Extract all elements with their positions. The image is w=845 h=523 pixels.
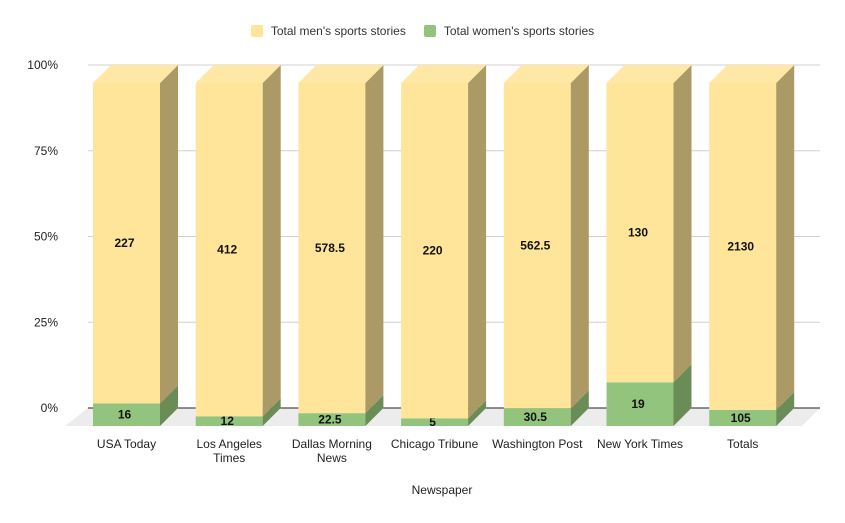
bar-top (298, 65, 384, 83)
bar-segment (503, 83, 571, 409)
bar-side (365, 395, 384, 426)
x-category-label: Dallas Morning (292, 437, 372, 451)
bar-side (673, 364, 692, 426)
bar-segment (93, 83, 160, 404)
bar-top (195, 65, 281, 83)
y-tick-label: 25% (34, 315, 58, 329)
legend-label: Total women's sports stories (443, 24, 595, 38)
bar-side (673, 65, 692, 383)
data-label: 12 (221, 414, 235, 428)
chart-legend: Total men's sports stories Total women's … (0, 24, 845, 38)
legend-item: Total women's sports stories (423, 24, 595, 38)
bar-top (606, 65, 692, 83)
data-label: 2130 (727, 239, 754, 253)
bar-side (160, 65, 178, 404)
legend-swatch (250, 25, 263, 37)
bar-segment (401, 418, 469, 426)
data-label: 30.5 (524, 410, 548, 424)
data-label: 130 (628, 226, 648, 240)
bar-side (468, 400, 487, 426)
data-label: 562.5 (520, 239, 550, 253)
bar-side (262, 398, 281, 426)
bar-side (365, 65, 384, 414)
bar-top (401, 65, 487, 83)
data-label: 105 (731, 411, 751, 425)
x-category-label: Chicago Tribune (391, 437, 479, 451)
data-label: 412 (217, 243, 237, 257)
bar-top (503, 65, 589, 83)
legend-label: Total men's sports stories (270, 24, 406, 38)
x-category-label: News (317, 451, 347, 465)
bar-segment (195, 416, 263, 426)
bar-segment (93, 403, 160, 426)
bar-segment (606, 83, 674, 383)
y-tick-label: 75% (34, 144, 58, 158)
bar-side (468, 65, 487, 419)
bar-segment (709, 409, 777, 426)
data-label: 22.5 (318, 413, 342, 427)
data-label: 220 (423, 244, 443, 258)
y-tick-label: 0% (41, 401, 59, 415)
data-label: 227 (114, 236, 134, 250)
x-category-label: Los Angeles (197, 437, 262, 451)
x-category-label: New York Times (597, 437, 683, 451)
legend-item: Total men's sports stories (250, 24, 406, 38)
x-category-label: Times (213, 451, 245, 465)
data-label: 19 (631, 397, 645, 411)
bar-segment (606, 382, 674, 426)
x-category-label: Totals (727, 437, 758, 451)
bar-segment (195, 83, 263, 417)
data-label: 5 (429, 415, 436, 429)
bar-segment (298, 413, 366, 426)
bar-side (570, 390, 589, 426)
x-axis-title: Newspaper (412, 483, 473, 497)
bar-side (776, 391, 795, 426)
bar-side (160, 385, 178, 426)
bar-top (709, 65, 795, 83)
bar-segment (503, 408, 571, 426)
legend-swatch (423, 25, 436, 37)
data-label: 16 (118, 408, 132, 422)
bar-top (93, 65, 178, 83)
bar-side (570, 65, 589, 409)
bar-segment (298, 83, 366, 414)
bar-side (262, 65, 281, 417)
bar-segment (401, 83, 469, 419)
bar-side (776, 65, 795, 410)
y-tick-label: 50% (34, 230, 58, 244)
x-category-label: USA Today (97, 437, 156, 451)
bar-segment (709, 83, 777, 410)
data-label: 578.5 (315, 241, 345, 255)
x-category-label: Washington Post (492, 437, 583, 451)
y-tick-label: 100% (27, 58, 58, 72)
